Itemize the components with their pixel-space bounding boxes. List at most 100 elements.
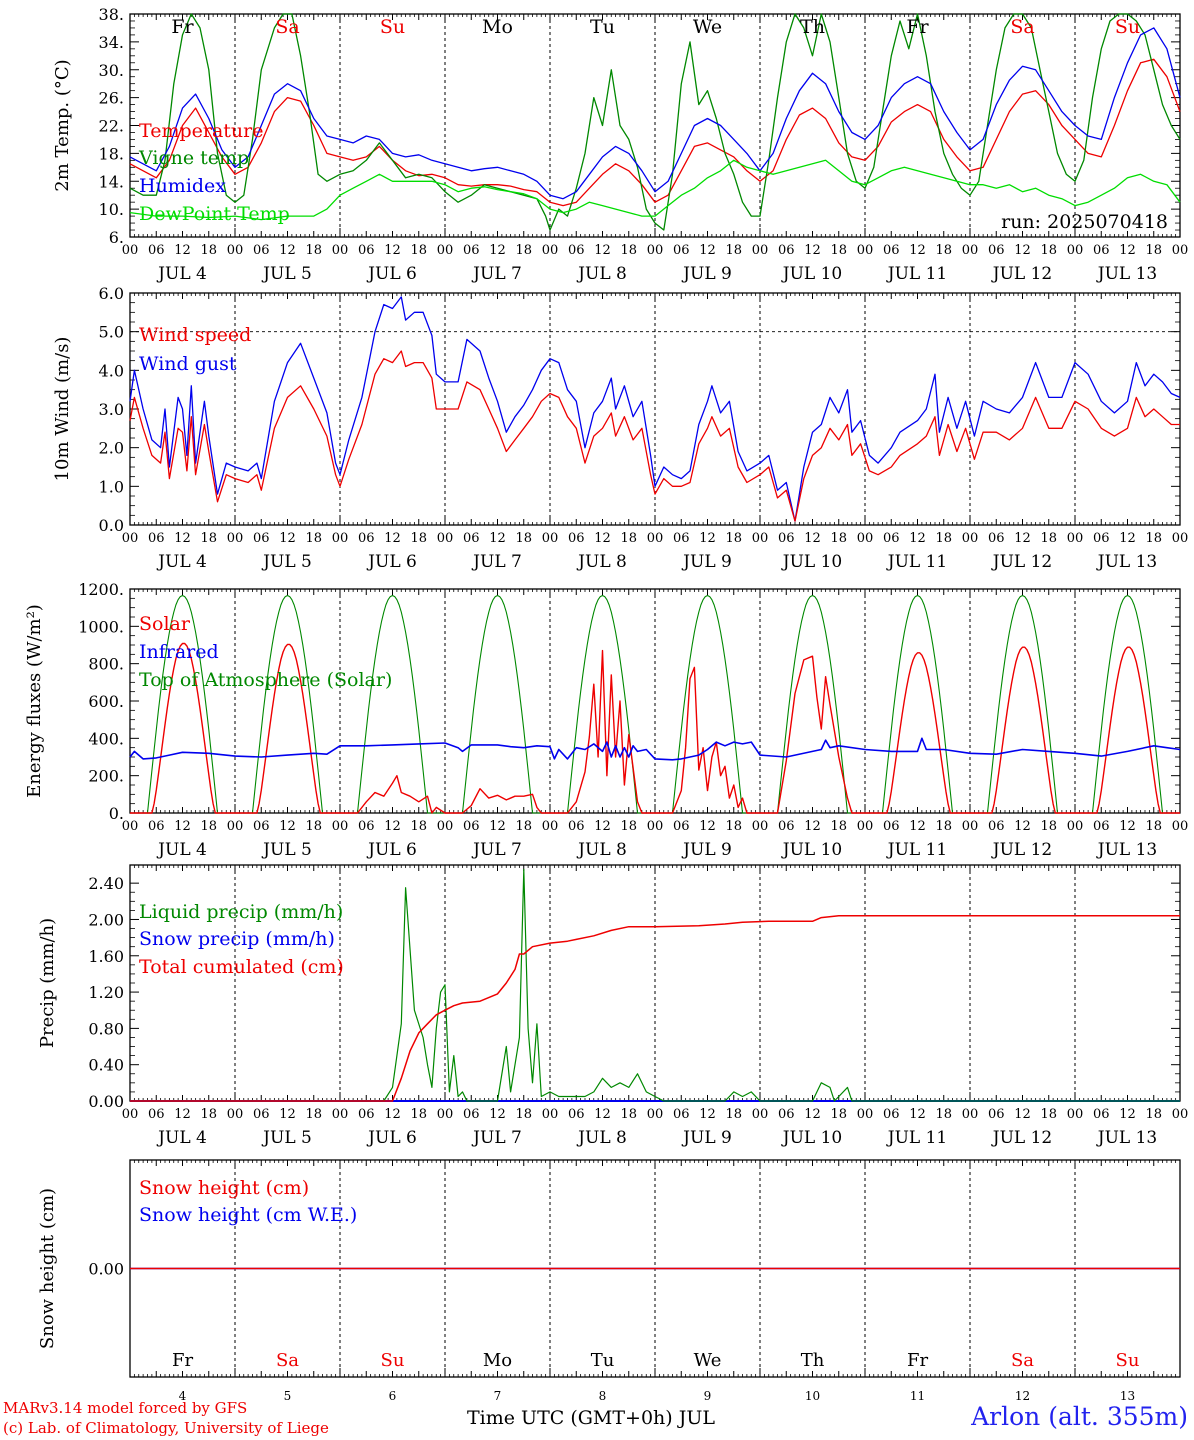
hour-tick-label: 18 [410, 1107, 427, 1122]
date-label: JUL 5 [261, 552, 312, 572]
temperature-panel: 00 06 12 18 00 06 12 18 00 06 12 18 00 06 12 18 00 06 12 18… [52, 5, 1188, 284]
y-tick-label: 200. [88, 767, 124, 786]
hour-tick-label: 12 [1014, 243, 1031, 258]
y-tick-label: 0.00 [88, 1260, 124, 1279]
hour-tick-label: 00 [227, 243, 244, 258]
date-label: JUL 8 [576, 840, 627, 860]
hour-tick-label: 06 [778, 819, 795, 834]
hour-tick-label: 00 [647, 243, 664, 258]
day-number-label: 6 [389, 1389, 397, 1403]
y-axis-title: Energy fluxes (W/m²) [24, 604, 45, 798]
day-name-label: Sa [275, 16, 299, 38]
date-label: JUL 12 [991, 552, 1052, 572]
hour-tick-label: 12 [489, 819, 506, 834]
hour-tick-label: 12 [489, 1107, 506, 1122]
legend-label: Vigne temp [138, 147, 249, 169]
hour-tick-label: 06 [988, 243, 1005, 258]
day-name-label: We [694, 1350, 722, 1371]
y-tick-label: 800. [88, 655, 124, 674]
day-name-label: Su [1115, 16, 1140, 38]
hour-tick-label: 06 [358, 531, 375, 546]
hour-tick-label: 18 [725, 243, 742, 258]
hour-tick-label: 12 [909, 531, 926, 546]
date-label: JUL 11 [886, 552, 947, 572]
date-label: JUL 11 [886, 840, 947, 860]
hour-tick-label: 06 [883, 819, 900, 834]
hour-tick-label: 12 [909, 1107, 926, 1122]
day-number-label: 4 [179, 1389, 187, 1403]
day-name-label: Su [1116, 1350, 1140, 1371]
hour-tick-label: 12 [489, 531, 506, 546]
hour-tick-label: 12 [804, 819, 821, 834]
hour-tick-label: 18 [725, 531, 742, 546]
hour-tick-label: 18 [200, 243, 217, 258]
y-tick-label: 1.0 [99, 477, 124, 496]
hour-tick-label: 00 [962, 819, 979, 834]
date-label: JUL 9 [681, 552, 732, 572]
hour-tick-label: 00 [227, 819, 244, 834]
hour-tick-label: 00 [962, 243, 979, 258]
date-label: JUL 5 [261, 264, 312, 284]
hour-tick-label: 18 [200, 819, 217, 834]
hour-tick-label: 06 [883, 531, 900, 546]
date-label: JUL 11 [886, 1128, 947, 1148]
date-label: JUL 10 [781, 264, 842, 284]
date-label: JUL 6 [366, 840, 417, 860]
y-tick-label: 5.0 [99, 323, 124, 342]
hour-tick-label: 06 [568, 1107, 585, 1122]
run-label: run: 2025070418 [1001, 211, 1168, 233]
hour-tick-label: 06 [883, 243, 900, 258]
hour-tick-label: 12 [279, 531, 296, 546]
series-line [129, 350, 1180, 522]
hour-tick-label: 00 [122, 243, 139, 258]
y-tick-label: 0.40 [88, 1056, 124, 1075]
series-line [130, 642, 1180, 814]
hour-tick-label: 18 [1040, 819, 1057, 834]
hour-tick-label: 12 [909, 819, 926, 834]
date-label: JUL 7 [471, 840, 522, 860]
hour-tick-label: 12 [699, 243, 716, 258]
y-tick-label: 2.40 [88, 874, 124, 893]
hour-tick-label: 12 [1014, 819, 1031, 834]
hour-tick-label: 06 [253, 819, 270, 834]
hour-tick-label: 12 [1014, 531, 1031, 546]
date-label: JUL 12 [991, 1128, 1052, 1148]
hour-tick-label: 00 [857, 531, 874, 546]
y-tick-label: 0.00 [88, 1092, 124, 1111]
hour-tick-label: 00 [647, 819, 664, 834]
date-label: JUL 13 [1096, 1128, 1157, 1148]
hour-tick-label: 00 [122, 1107, 139, 1122]
credit-line-2: (c) Lab. of Climatology, University of L… [3, 1419, 329, 1437]
hour-tick-label: 06 [463, 243, 480, 258]
hour-tick-label: 06 [1093, 531, 1110, 546]
date-label: JUL 13 [1096, 264, 1157, 284]
y-axis-title: 2m Temp. (°C) [52, 59, 73, 191]
y-axis-title: 10m Wind (m/s) [52, 337, 73, 482]
hour-tick-label: 18 [830, 819, 847, 834]
date-label: JUL 13 [1096, 552, 1157, 572]
hour-tick-label: 06 [673, 243, 690, 258]
hour-tick-label: 06 [1093, 1107, 1110, 1122]
legend-label: Liquid precip (mm/h) [139, 901, 343, 923]
x-axis-title: Time UTC (GMT+0h) JUL [467, 1407, 715, 1429]
hour-tick-label: 00 [752, 1107, 769, 1122]
energy-flux-panel: 00 06 12 18 00 06 12 18 00 06 12 18 00 06 12 18 00 06 12 18… [24, 580, 1188, 860]
hour-tick-label: 06 [883, 1107, 900, 1122]
hour-tick-label: 18 [1145, 1107, 1162, 1122]
series-line [129, 13, 1181, 231]
plot-frame [129, 588, 1181, 814]
date-label: JUL 10 [781, 840, 842, 860]
hour-tick-label: 12 [384, 243, 401, 258]
hour-tick-label: 18 [830, 1107, 847, 1122]
hour-tick-label: 18 [305, 819, 322, 834]
day-number-label: 7 [494, 1389, 502, 1403]
date-label: JUL 6 [366, 264, 417, 284]
hour-tick-label: 18 [1040, 1107, 1057, 1122]
day-name-label: Su [381, 1350, 405, 1371]
day-name-label: Th [801, 1350, 825, 1371]
hour-tick-label: 18 [410, 531, 427, 546]
hour-tick-label: 12 [699, 1107, 716, 1122]
day-name-label: Th [800, 16, 825, 38]
y-tick-label: 1200. [78, 580, 124, 599]
